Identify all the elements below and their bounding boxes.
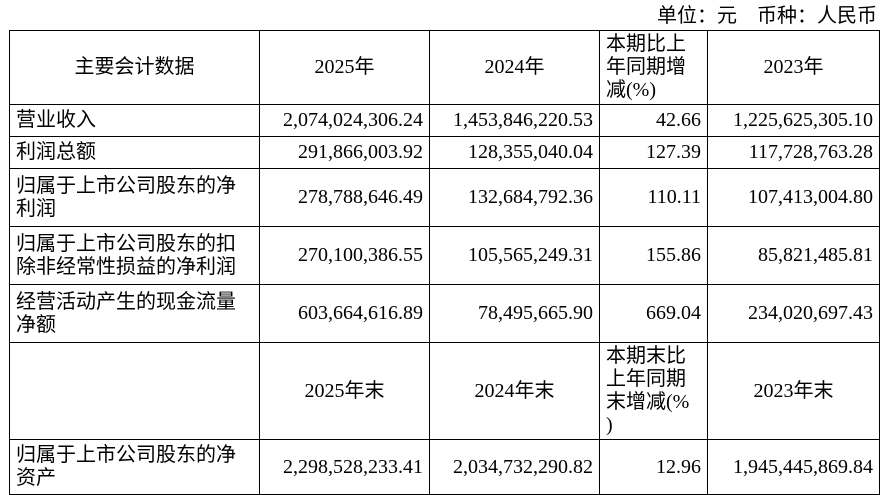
value-cell: 85,821,485.81 xyxy=(707,226,880,285)
subheader-2025-end: 2025年末 xyxy=(259,342,430,440)
col-header-2024: 2024年 xyxy=(429,30,600,105)
value-cell: 1,945,445,869.84 xyxy=(707,439,880,495)
col-header-2023: 2023年 xyxy=(707,30,880,105)
value-cell: 12.96 xyxy=(599,439,708,495)
value-cell: 2,074,024,306.24 xyxy=(259,104,430,137)
value-cell: 117,728,763.28 xyxy=(707,136,880,169)
value-cell: 78,495,665.90 xyxy=(429,284,600,343)
value-cell: 270,100,386.55 xyxy=(259,226,430,285)
table-row-net-profit-deducted: 归属于上市公司股东的扣除非经常性损益的净利润 270,100,386.55 10… xyxy=(9,226,880,285)
table-header-row: 主要会计数据 2025年 2024年 本期比上 年同期增 减(%) 2023年 xyxy=(9,30,880,105)
value-cell: 1,225,625,305.10 xyxy=(707,104,880,137)
col-header-change: 本期比上 年同期增 减(%) xyxy=(599,30,708,105)
value-cell: 42.66 xyxy=(599,104,708,137)
value-cell: 1,453,846,220.53 xyxy=(429,104,600,137)
unit-currency-note: 单位：元 币种：人民币 xyxy=(657,5,877,27)
key-accounting-data-table: 主要会计数据 2025年 2024年 本期比上 年同期增 减(%) 2023年 … xyxy=(9,30,880,495)
table-row-total-profit: 利润总额 291,866,003.92 128,355,040.04 127.3… xyxy=(9,136,880,169)
row-label: 归属于上市公司股东的净利润 xyxy=(9,168,260,227)
value-cell: 110.11 xyxy=(599,168,708,227)
subheader-change-end: 本期末比 上年同期 末增减(% ) xyxy=(599,342,708,440)
value-cell: 105,565,249.31 xyxy=(429,226,600,285)
row-label: 归属于上市公司股东的扣除非经常性损益的净利润 xyxy=(9,226,260,285)
subheader-empty-cell xyxy=(9,342,260,440)
row-label: 经营活动产生的现金流量净额 xyxy=(9,284,260,343)
row-label: 归属于上市公司股东的净资产 xyxy=(9,439,260,495)
value-cell: 278,788,646.49 xyxy=(259,168,430,227)
value-cell: 603,664,616.89 xyxy=(259,284,430,343)
row-label: 营业收入 xyxy=(9,104,260,137)
col-header-main: 主要会计数据 xyxy=(9,30,260,105)
value-cell: 234,020,697.43 xyxy=(707,284,880,343)
value-cell: 107,413,004.80 xyxy=(707,168,880,227)
value-cell: 155.86 xyxy=(599,226,708,285)
table-row-revenue: 营业收入 2,074,024,306.24 1,453,846,220.53 4… xyxy=(9,104,880,137)
row-label: 利润总额 xyxy=(9,136,260,169)
col-header-2025: 2025年 xyxy=(259,30,430,105)
value-cell: 669.04 xyxy=(599,284,708,343)
value-cell: 127.39 xyxy=(599,136,708,169)
value-cell: 132,684,792.36 xyxy=(429,168,600,227)
value-cell: 291,866,003.92 xyxy=(259,136,430,169)
table-row-net-assets: 归属于上市公司股东的净资产 2,298,528,233.41 2,034,732… xyxy=(9,439,880,495)
table-row-operating-cash-flow: 经营活动产生的现金流量净额 603,664,616.89 78,495,665.… xyxy=(9,284,880,343)
value-cell: 2,298,528,233.41 xyxy=(259,439,430,495)
subheader-2023-end: 2023年末 xyxy=(707,342,880,440)
subheader-2024-end: 2024年末 xyxy=(429,342,600,440)
table-row-net-profit: 归属于上市公司股东的净利润 278,788,646.49 132,684,792… xyxy=(9,168,880,227)
table-subheader-row: 2025年末 2024年末 本期末比 上年同期 末增减(% ) 2023年末 xyxy=(9,342,880,440)
value-cell: 128,355,040.04 xyxy=(429,136,600,169)
value-cell: 2,034,732,290.82 xyxy=(429,439,600,495)
